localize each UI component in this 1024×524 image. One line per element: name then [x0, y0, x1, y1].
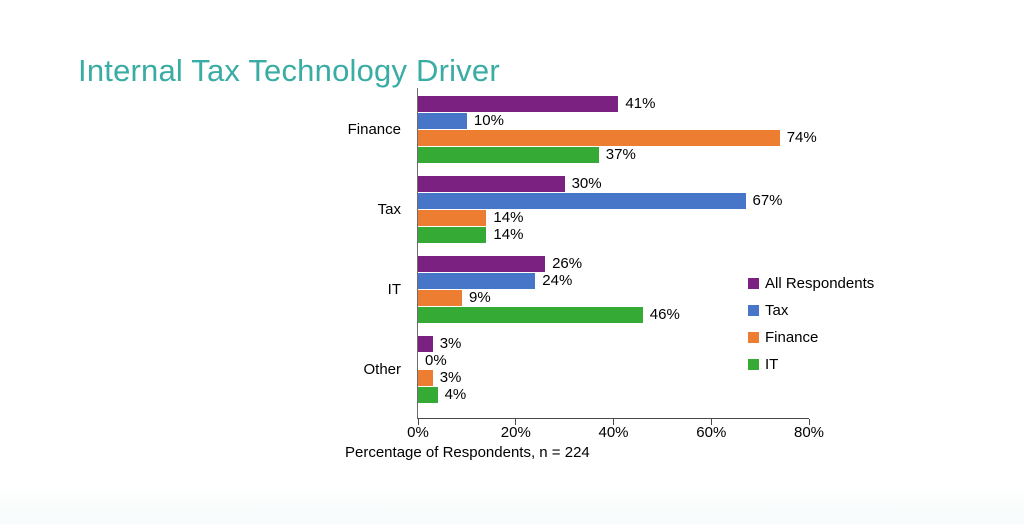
- x-axis-label: Percentage of Respondents, n = 224: [345, 444, 590, 461]
- x-tick-label: 40%: [598, 424, 629, 441]
- x-tick-label: 20%: [500, 424, 531, 441]
- bar: [418, 130, 780, 146]
- legend-label: IT: [765, 356, 779, 373]
- legend: All Respondents Tax Finance IT: [748, 270, 874, 378]
- bar-value-label: 3%: [439, 335, 462, 352]
- plot-area: Finance 41% 10% 74% 37% Tax 30% 67% 14% 14% IT 26% 2…: [348, 88, 824, 441]
- category-label: Finance: [347, 121, 401, 138]
- x-axis-tick: [808, 419, 810, 425]
- bar-value-label: 67%: [752, 192, 783, 209]
- legend-swatch: [748, 332, 759, 343]
- bar-value-label: 14%: [493, 226, 524, 243]
- bar-value-label: 46%: [649, 306, 680, 323]
- bar-value-label: 26%: [552, 255, 583, 272]
- legend-label: Finance: [765, 329, 819, 346]
- bar-value-label: 4%: [444, 386, 467, 403]
- bar-value-label: 14%: [493, 209, 524, 226]
- legend-item: Tax: [748, 297, 874, 324]
- bar: [418, 227, 487, 243]
- x-axis-tick: [710, 419, 712, 425]
- bar: [418, 336, 433, 352]
- legend-item: Finance: [748, 324, 874, 351]
- category-label: Tax: [377, 201, 401, 218]
- bar-value-label: 10%: [473, 112, 504, 129]
- bar-value-label: 0%: [425, 352, 447, 369]
- bar: [418, 256, 546, 272]
- legend-item: All Respondents: [748, 270, 874, 297]
- bar-value-label: 37%: [605, 146, 636, 163]
- bar-value-label: 41%: [625, 95, 656, 112]
- category-label: Other: [363, 361, 401, 378]
- bar: [418, 113, 467, 129]
- legend-swatch: [748, 305, 759, 316]
- bar-value-label: 30%: [571, 175, 602, 192]
- category-label: IT: [387, 281, 401, 298]
- bar: [418, 273, 536, 289]
- bar-value-label: 3%: [439, 369, 462, 386]
- footer-band: [0, 492, 1024, 524]
- page-title: Internal Tax Technology Driver: [78, 52, 500, 88]
- x-axis-tick: [613, 419, 614, 425]
- bar: [418, 96, 619, 112]
- bar: [418, 193, 746, 209]
- bar: [418, 210, 487, 226]
- bar: [418, 387, 438, 403]
- bar: [418, 147, 599, 163]
- x-tick-label: 60%: [696, 424, 727, 441]
- legend-swatch: [748, 278, 759, 289]
- x-axis-tick: [515, 419, 517, 425]
- bar-value-label: 24%: [542, 272, 573, 289]
- bar-value-label: 74%: [786, 129, 817, 146]
- bar: [418, 370, 433, 386]
- legend-swatch: [748, 359, 759, 370]
- x-tick-label: 80%: [793, 424, 825, 441]
- bar: [418, 176, 565, 192]
- legend-label: Tax: [765, 302, 789, 319]
- bar: [418, 290, 462, 306]
- legend-label: All Respondents: [765, 275, 875, 292]
- x-axis-tick: [417, 419, 419, 425]
- x-tick-label: 0%: [407, 424, 429, 441]
- bar-value-label: 9%: [469, 289, 491, 306]
- legend-item: IT: [748, 351, 874, 378]
- bar: [418, 307, 643, 323]
